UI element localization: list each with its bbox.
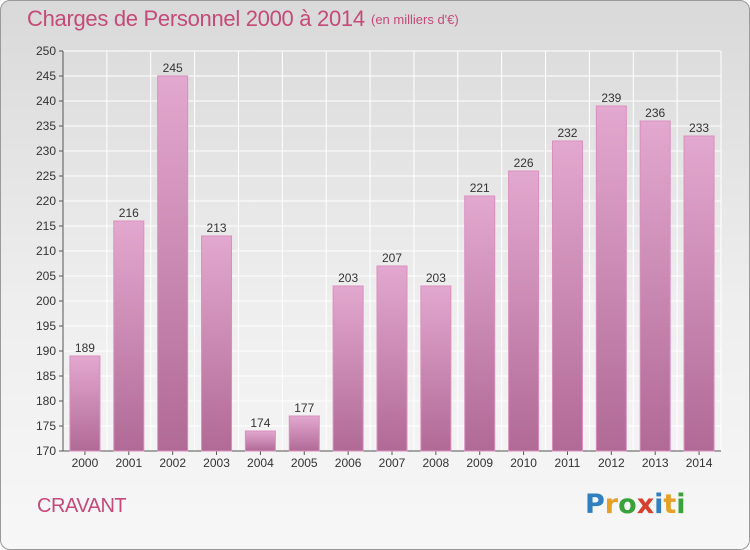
x-tick-label: 2011 [555,456,581,470]
y-tick-label: 240 [36,94,56,108]
bar-value-label: 189 [75,341,95,355]
bar-value-label: 245 [163,61,183,75]
bar-value-label: 232 [557,126,577,140]
bar [420,285,452,452]
bar [376,265,408,452]
y-tick-label: 170 [36,444,56,458]
x-tick-label: 2006 [335,456,362,470]
chart-subtitle: (en milliers d'€) [371,12,459,27]
bar-value-label: 177 [294,401,314,415]
bar [551,140,583,452]
x-tick-label: 2014 [686,456,713,470]
y-tick-label: 225 [36,169,56,183]
x-tick-label: 2005 [291,456,318,470]
bar [244,430,276,452]
logo-letter: o [618,489,637,520]
bar-value-label: 203 [426,271,446,285]
y-tick-label: 190 [36,344,56,358]
y-tick-label: 185 [36,369,56,383]
bar [595,105,627,452]
commune-name: CRAVANT [37,495,127,517]
logo-letter: t [663,489,677,520]
y-tick-label: 230 [36,144,56,158]
bar-value-label: 213 [207,221,227,235]
bar [157,75,189,452]
x-tick-label: 2002 [159,456,186,470]
y-tick-label: 220 [36,194,56,208]
y-tick-label: 245 [36,69,56,83]
x-tick-label: 2009 [466,456,493,470]
x-tick-label: 2012 [598,456,625,470]
bar [332,285,364,452]
logo-letter: P [585,489,605,520]
bar [508,170,540,452]
y-tick-label: 195 [36,319,56,333]
logo-letter: i [676,489,686,520]
x-tick-label: 2007 [379,456,406,470]
y-tick-label: 250 [36,44,56,58]
x-tick-label: 2000 [72,456,99,470]
bar-value-label: 174 [250,416,270,430]
labels: 170 175 180 185 190 195 200 205 210 215 220 225 230 2… [36,44,713,470]
logo-letter: r [604,489,619,520]
proxiti-logo: Proxiti [585,489,686,520]
x-tick-label: 2003 [203,456,230,470]
y-tick-label: 200 [36,294,56,308]
bar [288,415,320,452]
bar-value-label: 203 [338,271,358,285]
x-tick-label: 2013 [642,456,669,470]
y-tick-label: 215 [36,219,56,233]
bar-value-label: 233 [689,121,709,135]
chart-title: Charges de Personnel 2000 à 2014 [27,6,365,31]
bar-value-label: 226 [514,156,534,170]
y-tick-label: 205 [36,269,56,283]
bar [683,135,715,452]
y-tick-label: 175 [36,419,56,433]
y-tick-label: 210 [36,244,56,258]
bar [113,220,145,452]
bar-value-label: 236 [645,106,665,120]
logo-letter: x [636,489,655,520]
bar-value-label: 239 [601,91,621,105]
bar [639,120,671,452]
bar-value-label: 207 [382,251,402,265]
logo-letter: i [654,489,664,520]
y-tick-label: 180 [36,394,56,408]
x-tick-label: 2008 [423,456,450,470]
bar-value-label: 221 [470,181,490,195]
bar [464,195,496,452]
x-tick-label: 2010 [510,456,537,470]
y-tick-label: 235 [36,119,56,133]
bar-value-label: 216 [119,206,139,220]
bars [69,75,715,452]
x-tick-label: 2004 [247,456,274,470]
bar [201,235,233,452]
bar [69,355,101,452]
x-tick-label: 2001 [115,456,142,470]
